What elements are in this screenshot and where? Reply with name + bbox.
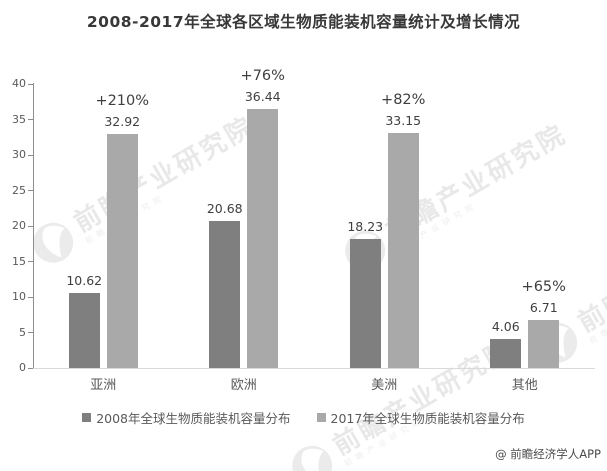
bar — [349, 238, 381, 368]
growth-label: +82% — [381, 91, 426, 108]
value-label: 20.68 — [206, 201, 243, 217]
value-label: 32.92 — [104, 114, 141, 130]
y-tick-label: 15 — [12, 254, 26, 268]
bar — [528, 320, 560, 368]
legend-item-2008: 2008年全球生物质能装机容量分布 — [82, 408, 291, 427]
category-label: 亚洲 — [90, 378, 117, 393]
category-label: 美洲 — [371, 378, 398, 393]
y-tick-label: 40 — [12, 77, 26, 90]
y-tick-label: 30 — [12, 148, 26, 161]
y-tick-mark — [28, 83, 33, 85]
category-label: 欧洲 — [230, 378, 257, 393]
bar — [209, 221, 241, 368]
legend-label-2017: 2017年全球生物质能装机容量分布 — [330, 411, 525, 426]
y-tick-mark — [28, 296, 33, 298]
y-tick-mark — [28, 190, 33, 191]
y-tick-mark — [28, 367, 33, 369]
bar — [106, 134, 138, 368]
legend-marker-2017 — [316, 413, 326, 422]
y-axis-line — [33, 83, 34, 368]
y-tick-label: 5 — [19, 325, 26, 339]
legend-item-2017: 2017年全球生物质能装机容量分布 — [316, 408, 525, 427]
y-tick-mark — [28, 225, 33, 227]
value-label: 4.06 — [491, 319, 520, 335]
chart-legend: 2008年全球生物质能装机容量分布 2017年全球生物质能装机容量分布 — [0, 408, 607, 427]
growth-label: +65% — [521, 279, 566, 296]
value-label: 18.23 — [347, 218, 384, 234]
growth-label: +76% — [240, 68, 285, 85]
y-tick-label: 0 — [19, 361, 26, 374]
y-tick-label: 20 — [12, 219, 26, 232]
bar — [490, 339, 522, 368]
source-credit: @ 前瞻经济学人APP — [495, 447, 601, 461]
x-axis-line — [33, 368, 595, 369]
legend-label-2008: 2008年全球生物质能装机容量分布 — [96, 411, 291, 426]
value-label: 36.44 — [244, 89, 281, 105]
category-label: 其他 — [511, 378, 538, 393]
y-tick-label: 10 — [12, 290, 26, 303]
y-tick-mark — [28, 261, 33, 262]
y-tick-label: 35 — [12, 112, 26, 126]
y-tick-mark — [28, 332, 33, 333]
bar — [387, 132, 419, 368]
y-tick-label: 25 — [12, 183, 26, 197]
growth-label: +210% — [95, 93, 150, 110]
value-label: 6.71 — [529, 300, 558, 316]
legend-marker-2008 — [82, 413, 92, 422]
y-tick-mark — [28, 119, 33, 120]
y-tick-mark — [28, 154, 33, 156]
chart-title: 2008-2017年全球各区域生物质能装机容量统计及增长情况 — [86, 13, 521, 31]
value-label: 10.62 — [66, 272, 103, 288]
bar — [68, 292, 100, 368]
bar — [247, 109, 279, 368]
value-label: 33.15 — [385, 112, 422, 128]
